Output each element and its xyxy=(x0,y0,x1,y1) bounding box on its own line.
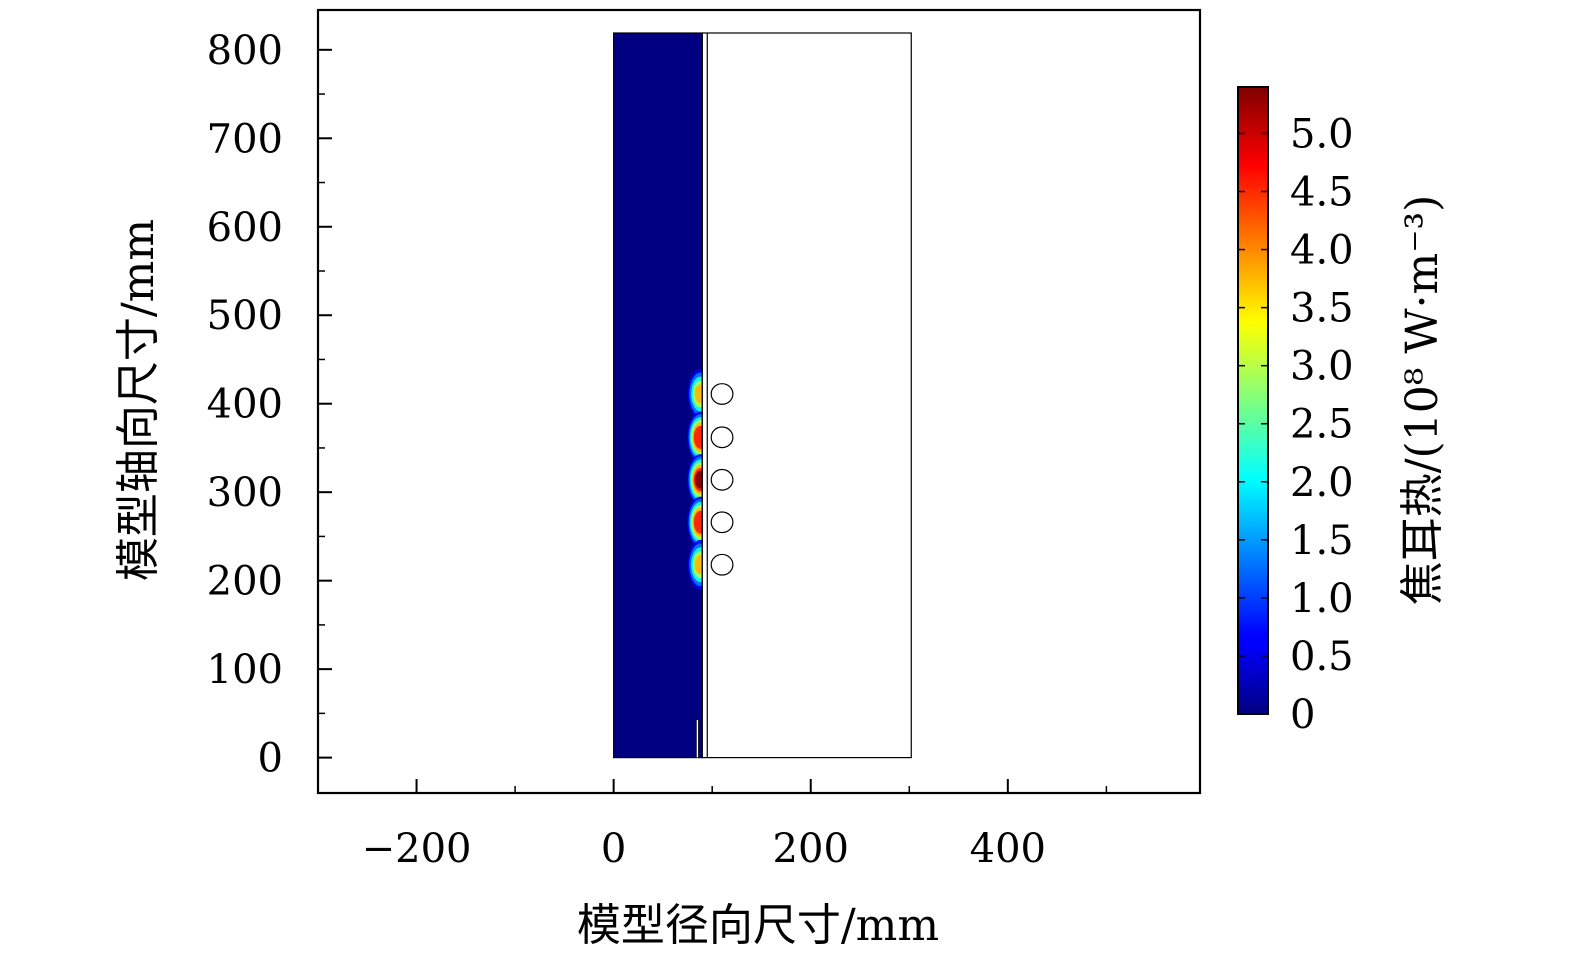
coil xyxy=(710,553,734,576)
plot-frame xyxy=(316,8,1202,795)
colorbar-tick-label: 0.5 xyxy=(1290,634,1354,680)
colorbar-tick-label: 2.5 xyxy=(1290,402,1354,448)
x-tick-label: −200 xyxy=(362,826,472,872)
heated-domain xyxy=(613,33,703,758)
hotspot xyxy=(687,369,703,419)
coil xyxy=(710,426,734,449)
colorbar-gradient xyxy=(1237,86,1269,715)
hotspot xyxy=(687,411,703,463)
colorbar-tick-label: 5.0 xyxy=(1290,111,1354,157)
plot-area xyxy=(316,8,1202,795)
colorbar-tick-label: 1.5 xyxy=(1290,518,1354,564)
colorbar-tick-label: 0 xyxy=(1290,692,1315,738)
y-tick-label: 700 xyxy=(207,116,283,162)
y-tick-label: 600 xyxy=(207,205,283,251)
y-tick-label: 500 xyxy=(207,293,283,339)
coil xyxy=(710,468,734,491)
x-tick-label: 400 xyxy=(970,826,1046,872)
hotspot xyxy=(687,539,703,590)
outer-domain xyxy=(701,32,912,759)
y-tick-label: 300 xyxy=(207,470,283,516)
y-tick-label: 100 xyxy=(207,647,283,693)
heated-domain-background xyxy=(613,33,703,758)
x-axis: −200 0 200 400 xyxy=(317,779,1108,872)
colorbar-tick-label: 4.0 xyxy=(1290,228,1354,274)
colorbar-label: 焦耳热/(10⁸ W·m⁻³) xyxy=(1397,195,1448,606)
y-tick-label: 0 xyxy=(258,736,283,782)
bottom-slot xyxy=(696,719,699,758)
coil xyxy=(710,511,734,534)
colorbar-tick-label: 4.5 xyxy=(1290,170,1354,216)
hotspot xyxy=(687,454,703,506)
y-tick-label: 200 xyxy=(207,559,283,605)
y-tick-label: 800 xyxy=(207,28,283,74)
x-axis-label: 模型径向尺寸/mm xyxy=(577,900,939,951)
colorbar-tick-label: 1.0 xyxy=(1290,576,1354,622)
coil xyxy=(710,383,734,405)
y-axis: 0 100 200 300 400 500 600 700 800 xyxy=(207,28,332,782)
colorbar: 0 0.5 1.0 1.5 2.0 2.5 3.0 3.5 4.0 4.5 5.0 xyxy=(1237,86,1354,738)
colorbar-tick-label: 3.5 xyxy=(1290,286,1354,332)
hotspot xyxy=(687,496,703,548)
x-tick-label: 0 xyxy=(601,826,626,872)
y-axis-label: 模型轴向尺寸/mm xyxy=(113,219,164,581)
y-tick-label: 400 xyxy=(207,382,283,428)
colorbar-tick-label: 2.0 xyxy=(1290,460,1354,506)
x-tick-label: 200 xyxy=(773,826,849,872)
colorbar-tick-label: 3.0 xyxy=(1290,344,1354,390)
